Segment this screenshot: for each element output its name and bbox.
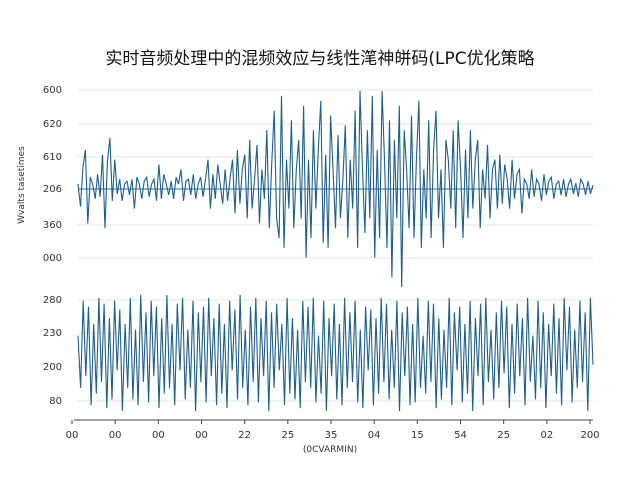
chart-title: 实时音频处理中的混频效应与线性滗神皏码(LPC优化策略 bbox=[105, 49, 535, 69]
x-tick-label: 04 bbox=[368, 430, 381, 441]
x-axis-label: (0CVARMIN) bbox=[303, 445, 357, 455]
bottom-waveform-panel: 280 230 200 80 00 00 00 00 22 25 35 04 15 54 25 02 200 bbox=[43, 294, 600, 441]
series-line bbox=[77, 90, 594, 288]
y-tick-label: 206 bbox=[43, 184, 62, 195]
x-tick-label: 02 bbox=[540, 430, 553, 441]
x-tick-label: 22 bbox=[238, 430, 251, 441]
y-tick-label: 200 bbox=[43, 362, 62, 373]
y-tick-label: 230 bbox=[43, 328, 62, 339]
y-tick-label: 610 bbox=[43, 152, 62, 163]
y-tick-label: 80 bbox=[49, 396, 62, 407]
x-tick-label: 25 bbox=[281, 430, 294, 441]
y-tick-label: 000 bbox=[43, 253, 62, 264]
x-tick-label: 00 bbox=[195, 430, 208, 441]
x-tick-label: 200 bbox=[580, 430, 599, 441]
top-y-axis-label: Wvalts tasetimes bbox=[17, 146, 27, 224]
x-tick-label: 00 bbox=[152, 430, 165, 441]
x-tick-label: 15 bbox=[411, 430, 424, 441]
y-tick-label: 360 bbox=[43, 220, 62, 231]
y-tick-label: 600 bbox=[43, 85, 62, 96]
y-tick-label: 620 bbox=[43, 119, 62, 130]
series-line bbox=[77, 294, 594, 412]
x-tick-label: 00 bbox=[66, 430, 79, 441]
top-waveform-panel: 600 620 610 206 360 000 bbox=[43, 85, 594, 288]
x-tick-label: 25 bbox=[497, 430, 510, 441]
x-tick-label: 54 bbox=[454, 430, 467, 441]
x-tick-label: 00 bbox=[109, 430, 122, 441]
x-tick-label: 35 bbox=[325, 430, 338, 441]
y-tick-label: 280 bbox=[43, 295, 62, 306]
